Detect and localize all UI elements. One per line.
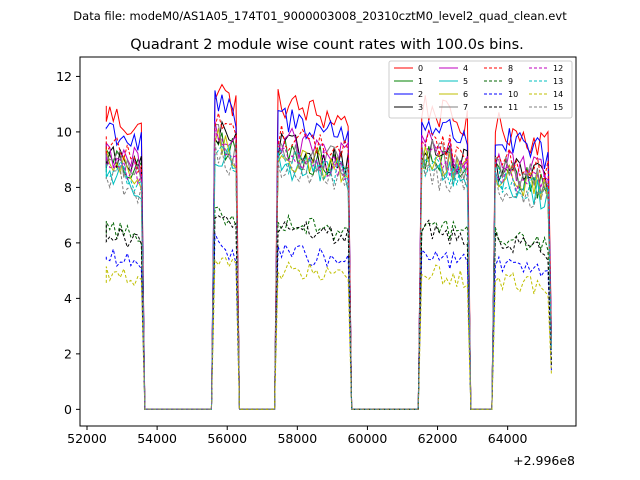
x-tick-label: 52000 (67, 431, 107, 446)
x-tick-label: 54000 (137, 431, 177, 446)
legend-label: 5 (463, 77, 468, 86)
legend-label: 0 (418, 64, 423, 73)
legend-label: 11 (508, 103, 518, 112)
x-tick-label: 58000 (277, 431, 317, 446)
x-tick-label: 56000 (207, 431, 247, 446)
legend-label: 4 (463, 64, 468, 73)
series-line-5 (105, 147, 552, 410)
y-tick-label: 0 (64, 402, 72, 417)
x-offset-label: +2.996e8 (513, 453, 575, 468)
y-tick-label: 2 (64, 346, 72, 361)
x-tick-label: 64000 (488, 431, 528, 446)
y-tick-label: 6 (64, 235, 72, 250)
legend-label: 9 (508, 77, 513, 86)
x-tick-label: 60000 (348, 431, 388, 446)
legend-label: 10 (508, 90, 518, 99)
series-line-14 (105, 257, 552, 410)
data-file-label: Data file: modeM0/AS1A05_174T01_90000030… (73, 9, 567, 23)
series-line-12 (105, 129, 552, 410)
y-tick-label: 4 (64, 291, 72, 306)
y-tick-label: 8 (64, 180, 72, 195)
legend-label: 12 (553, 64, 563, 73)
plot-frame (79, 56, 577, 427)
chart-title: Quadrant 2 module wise count rates with … (130, 37, 524, 53)
legend-label: 15 (553, 103, 563, 112)
plot-area (105, 83, 552, 410)
legend-label: 6 (463, 90, 468, 99)
legend-label: 2 (418, 90, 423, 99)
series-line-2 (105, 90, 552, 410)
legend-label: 7 (463, 103, 468, 112)
axis-ticks: 52000 54000 56000 58000 60000 62000 64000 0 2 4 6 8… (56, 69, 527, 446)
legend-label: 3 (418, 103, 423, 112)
series-line-15 (105, 142, 552, 410)
series-line-0 (105, 83, 552, 410)
legend-frame (388, 60, 573, 119)
legend-label: 14 (553, 90, 563, 99)
series-line-6 (105, 128, 552, 410)
series-line-9 (105, 206, 552, 410)
y-tick-label: 12 (56, 69, 72, 84)
series-line-11 (105, 215, 552, 410)
legend-label: 8 (508, 64, 513, 73)
series-line-13 (105, 144, 552, 410)
series-line-1 (105, 132, 552, 410)
legend-label: 1 (418, 77, 423, 86)
x-tick-label: 62000 (418, 431, 458, 446)
series-line-10 (105, 233, 552, 410)
legend-label: 13 (553, 77, 563, 86)
y-tick-label: 10 (56, 124, 72, 139)
